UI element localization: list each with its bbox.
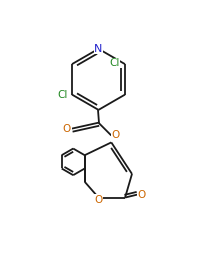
Text: O: O [94, 195, 103, 205]
Text: O: O [63, 124, 71, 134]
Text: Cl: Cl [109, 58, 119, 68]
Text: O: O [112, 131, 120, 140]
Text: Cl: Cl [57, 90, 68, 100]
Text: O: O [138, 190, 146, 200]
Text: N: N [94, 44, 103, 54]
